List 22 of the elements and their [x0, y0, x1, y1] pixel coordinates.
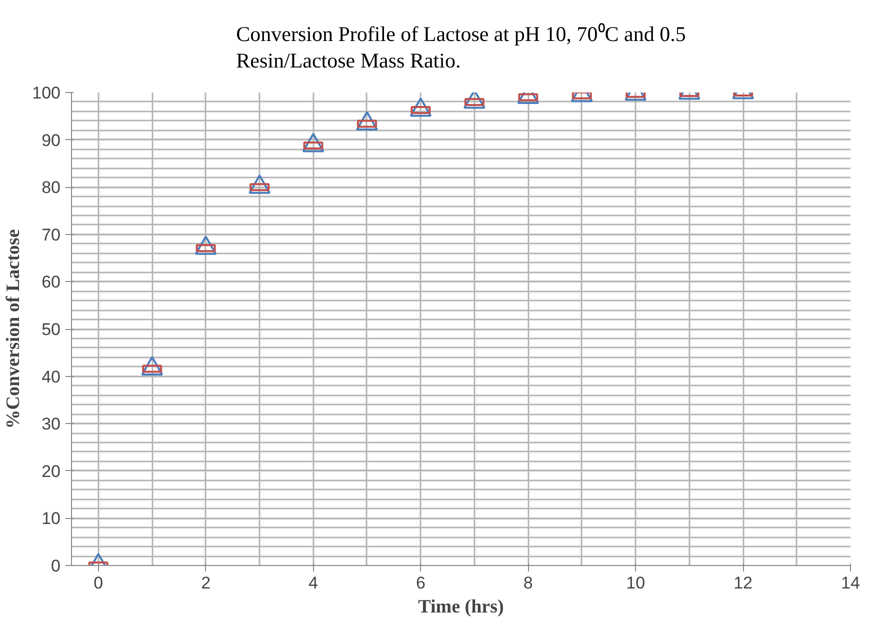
x-axis-title: Time (hrs)	[418, 596, 504, 618]
y-tick-label: 100	[32, 84, 61, 102]
x-tick-label: 6	[416, 574, 426, 592]
y-axis-title: %Conversion of Lactose	[3, 229, 24, 429]
x-tick-label: 14	[841, 574, 860, 592]
x-tick-label: 4	[308, 574, 318, 592]
y-tick-label: 70	[42, 225, 61, 244]
chart-title: Conversion Profile of Lactose at pH 10, 70⁰C and 0.5 Resin/Lactose Mass Ratio.	[236, 22, 686, 72]
x-tick-label: 0	[94, 574, 104, 592]
y-tick-label: 20	[42, 462, 61, 481]
y-tick-label: 80	[42, 178, 61, 198]
x-tick-label: 12	[734, 574, 753, 592]
x-tick-label: 2	[201, 574, 211, 592]
y-tick-label: 60	[42, 272, 61, 292]
y-tick-label: 30	[42, 414, 61, 434]
y-tick-label: 90	[42, 130, 61, 150]
y-tick-label: 50	[42, 320, 61, 339]
y-tick-label: 0	[51, 556, 61, 576]
x-tick-label: 8	[523, 574, 533, 592]
y-tick-label: 10	[42, 509, 61, 528]
y-tick-label: 40	[42, 367, 61, 386]
x-tick-label: 10	[626, 574, 646, 592]
